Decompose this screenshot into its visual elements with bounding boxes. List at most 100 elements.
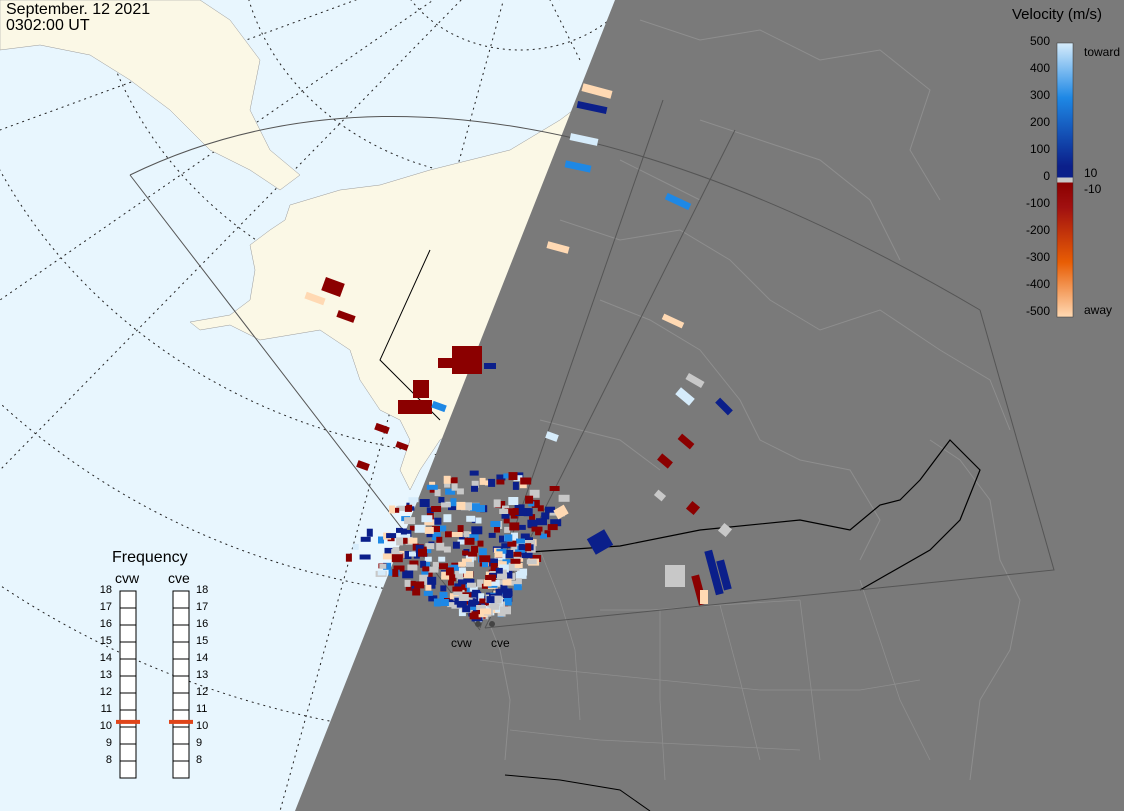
frequency-cell [172, 760, 190, 779]
velocity-cell [448, 574, 456, 582]
velocity-cell [396, 537, 404, 546]
velocity-cell [423, 590, 433, 596]
legend-tick-label: -500 [1025, 304, 1050, 318]
legend-away: away [1084, 303, 1113, 317]
velocity-cell [471, 526, 483, 535]
velocity-cell [428, 566, 439, 573]
frequency-scale-label: 11 [100, 703, 112, 715]
velocity-cell [431, 532, 441, 541]
night-coastlines [479, 19, 1021, 781]
velocity-cell [407, 564, 418, 571]
frequency-scale-label: 17 [99, 601, 112, 613]
frequency-cell [172, 624, 190, 643]
velocity-cell [434, 489, 441, 497]
velocity-cell [518, 544, 525, 550]
frequency-cell [172, 726, 190, 745]
legend-tick-label: -200 [1025, 223, 1050, 237]
velocity-cell [528, 501, 535, 507]
velocity-cell [497, 561, 507, 568]
velocity-cell [352, 543, 359, 550]
velocity-cell [558, 494, 570, 502]
site-label-cvw: cvw [451, 636, 472, 650]
velocity-cell [549, 486, 560, 491]
velocity-cell [490, 521, 501, 527]
legend-tick-label: 200 [1029, 115, 1050, 129]
legend-tick-label: 300 [1029, 88, 1050, 102]
velocity-cell [529, 489, 540, 498]
velocity-cell [440, 599, 449, 606]
frequency-scale-label: 14 [99, 652, 112, 664]
velocity-cell [675, 387, 695, 406]
velocity-cell [489, 558, 498, 567]
velocity-cell [503, 518, 510, 524]
velocity-cell [374, 422, 390, 435]
velocity-cell [471, 485, 478, 492]
velocity-cell [457, 525, 464, 534]
velocity-cell [463, 578, 475, 584]
velocity-cell [504, 534, 513, 542]
velocity-cell [511, 532, 518, 541]
velocity-cell [484, 363, 496, 369]
velocity-cell [321, 277, 345, 297]
velocity-cell [494, 526, 500, 533]
frequency-scale-label: 16 [99, 618, 112, 630]
legend-tick-label: 0 [1043, 169, 1050, 183]
velocity-cell [458, 567, 466, 574]
velocity-cell [488, 478, 496, 487]
frequency-cell [119, 743, 137, 762]
velocity-cell [524, 540, 536, 546]
velocity-cell [421, 570, 429, 576]
velocity-cell [495, 580, 504, 588]
velocity-cell [436, 542, 445, 551]
velocity-cell [490, 595, 502, 604]
velocity-cell [391, 507, 400, 513]
velocity-cell [485, 575, 497, 580]
velocity-cell [472, 589, 481, 595]
velocity-cell [463, 531, 470, 538]
velocity-cell [428, 595, 438, 602]
velocity-cell [360, 536, 371, 542]
velocity-cell [677, 433, 695, 450]
frequency-cell [119, 675, 137, 694]
velocity-cell [501, 543, 511, 549]
velocity-cell [386, 533, 397, 539]
velocity-cell [406, 504, 413, 511]
velocity-cell [396, 505, 407, 511]
velocity-cell [452, 541, 460, 549]
frequency-cell [119, 709, 137, 728]
velocity-cell [450, 564, 460, 571]
velocity-cell [443, 514, 452, 523]
velocity-cell [700, 590, 708, 604]
velocity-cell [456, 600, 467, 608]
velocity-cell [476, 505, 485, 512]
frequency-radar-cvw: cvw [115, 570, 140, 586]
frequency-scale-label: 14 [196, 652, 209, 664]
velocity-cell [424, 519, 435, 526]
velocity-cell [420, 579, 428, 585]
frequency-cell [172, 641, 190, 660]
legend-tick-label: -400 [1025, 277, 1050, 291]
velocity-cell [469, 611, 481, 620]
frequency-cell [119, 726, 137, 745]
velocity-cell [469, 586, 478, 592]
frequency-cell [172, 743, 190, 762]
velocity-cell [424, 526, 434, 534]
velocity-cell [414, 581, 425, 589]
velocity-cell [443, 475, 451, 484]
site-label-cve: cve [491, 636, 510, 650]
velocity-cell [393, 565, 405, 572]
velocity-cell [484, 480, 491, 486]
velocity-cell [520, 533, 530, 539]
velocity-cell [475, 517, 482, 524]
frequency-cell [172, 709, 190, 728]
legend-tick-label: 100 [1029, 142, 1050, 156]
velocity-cell [419, 499, 430, 507]
velocity-cell [439, 563, 448, 570]
velocity-cell [441, 571, 450, 580]
velocity-cell [488, 579, 500, 586]
velocity-cell [455, 569, 467, 578]
velocity-cell [462, 550, 469, 556]
state-borders [479, 549, 931, 781]
frequency-scale-label: 16 [196, 618, 209, 630]
